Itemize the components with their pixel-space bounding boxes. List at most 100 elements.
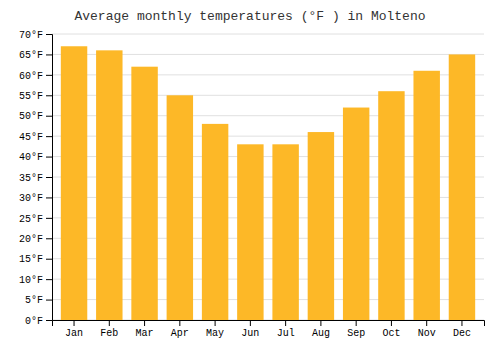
tick-mark xyxy=(46,218,52,219)
tick-label: 65°F xyxy=(19,50,43,61)
tick-mark xyxy=(46,34,52,35)
tick-label: 5°F xyxy=(25,295,43,306)
chart: Jan Feb Mar Apr May Jun Jul Aug Sep Oct Nov Dec 0°F 5… xyxy=(0,0,500,350)
tick: Dec xyxy=(453,320,471,339)
tick-mark xyxy=(461,320,462,326)
tick: Apr xyxy=(171,320,189,339)
tick-label: 60°F xyxy=(19,71,43,82)
plot: Jan Feb Mar Apr May Jun Jul Aug Sep Oct Nov Dec 0°F 5… xyxy=(19,30,485,339)
tick: 45°F xyxy=(19,132,52,143)
bar xyxy=(96,50,122,320)
tick: Sep xyxy=(347,320,365,339)
y-axis: 0°F 5°F 10°F 15°F 20°F 25°F 30°F 35°F 40°F 45°F 50… xyxy=(19,30,53,327)
tick-label: Sep xyxy=(347,328,365,339)
title: Average monthly temperatures (°F ) in Mo… xyxy=(74,9,425,24)
tick-label: Apr xyxy=(171,328,189,339)
tick-label: 40°F xyxy=(19,152,43,163)
bars xyxy=(61,46,475,320)
tick: Mar xyxy=(136,320,154,339)
tick-label: Nov xyxy=(418,328,436,339)
tick-mark xyxy=(320,320,321,326)
tick-label: 0°F xyxy=(25,316,43,327)
tick-label: 50°F xyxy=(19,111,43,122)
tick-mark xyxy=(391,320,392,326)
tick-label: Mar xyxy=(136,328,154,339)
tick-mark xyxy=(46,177,52,178)
tick: 5°F xyxy=(25,295,52,306)
tick-mark xyxy=(46,75,52,76)
tick: 50°F xyxy=(19,111,52,122)
tick-mark xyxy=(356,320,357,326)
tick: Nov xyxy=(418,320,436,339)
tick: May xyxy=(206,320,224,339)
tick: Oct xyxy=(382,320,400,339)
tick: 30°F xyxy=(19,193,52,204)
tick-label: 10°F xyxy=(19,275,43,286)
bar xyxy=(343,108,369,320)
tick-label: Oct xyxy=(382,328,400,339)
tick-mark xyxy=(109,320,110,326)
tick: 65°F xyxy=(19,50,52,61)
tick: 40°F xyxy=(19,152,52,163)
tick-mark xyxy=(426,320,427,326)
tick-label: Jul xyxy=(277,328,295,339)
tick-mark xyxy=(46,197,52,198)
tick: 60°F xyxy=(19,71,52,82)
tick: 25°F xyxy=(19,214,52,225)
axis-line xyxy=(46,35,53,321)
tick-mark xyxy=(250,320,251,326)
bar xyxy=(272,144,298,320)
tick: 35°F xyxy=(19,173,52,184)
bar xyxy=(237,144,263,320)
tick-label: May xyxy=(206,328,224,339)
tick-label: Jan xyxy=(65,328,83,339)
tick-label: 25°F xyxy=(19,214,43,225)
tick-label: 35°F xyxy=(19,173,43,184)
tick-mark xyxy=(46,259,52,260)
tick-label: 70°F xyxy=(19,30,43,41)
axis-line xyxy=(53,321,485,327)
tick-mark xyxy=(46,136,52,137)
tick-label: Aug xyxy=(312,328,330,339)
x-axis: Jan Feb Mar Apr May Jun Jul Aug Sep Oct Nov Dec xyxy=(53,320,485,339)
tick: 55°F xyxy=(19,91,52,102)
bar xyxy=(308,132,334,320)
tick-mark xyxy=(215,320,216,326)
tick-label: 20°F xyxy=(19,234,43,245)
bar xyxy=(413,71,439,320)
tick: Jun xyxy=(241,320,259,339)
tick-label: 55°F xyxy=(19,91,43,102)
tick-mark xyxy=(46,157,52,158)
grid xyxy=(52,34,484,320)
tick: 15°F xyxy=(19,254,52,265)
tick-label: 45°F xyxy=(19,132,43,143)
tick-label: 30°F xyxy=(19,193,43,204)
tick-mark xyxy=(74,320,75,326)
bar xyxy=(167,95,193,320)
bar xyxy=(61,46,87,320)
tick-mark xyxy=(46,116,52,117)
tick-label: Jun xyxy=(241,328,259,339)
bar xyxy=(202,124,228,320)
tick: 70°F xyxy=(19,30,52,41)
bar xyxy=(131,67,157,320)
grid-line xyxy=(52,34,484,35)
bar xyxy=(449,54,475,320)
tick-mark xyxy=(46,279,52,280)
tick-mark xyxy=(46,300,52,301)
tick: Jul xyxy=(277,320,295,339)
tick: Aug xyxy=(312,320,330,339)
tick-mark xyxy=(46,95,52,96)
tick-label: Dec xyxy=(453,328,471,339)
tick: 10°F xyxy=(19,275,52,286)
tick-label: 15°F xyxy=(19,254,43,265)
bar xyxy=(378,91,404,320)
tick-label: Feb xyxy=(100,328,118,339)
tick-mark xyxy=(46,54,52,55)
tick: 0°F xyxy=(25,316,52,327)
tick-mark xyxy=(46,320,52,321)
tick: 20°F xyxy=(19,234,52,245)
tick-mark xyxy=(179,320,180,326)
tick-mark xyxy=(285,320,286,326)
tick-mark xyxy=(144,320,145,326)
